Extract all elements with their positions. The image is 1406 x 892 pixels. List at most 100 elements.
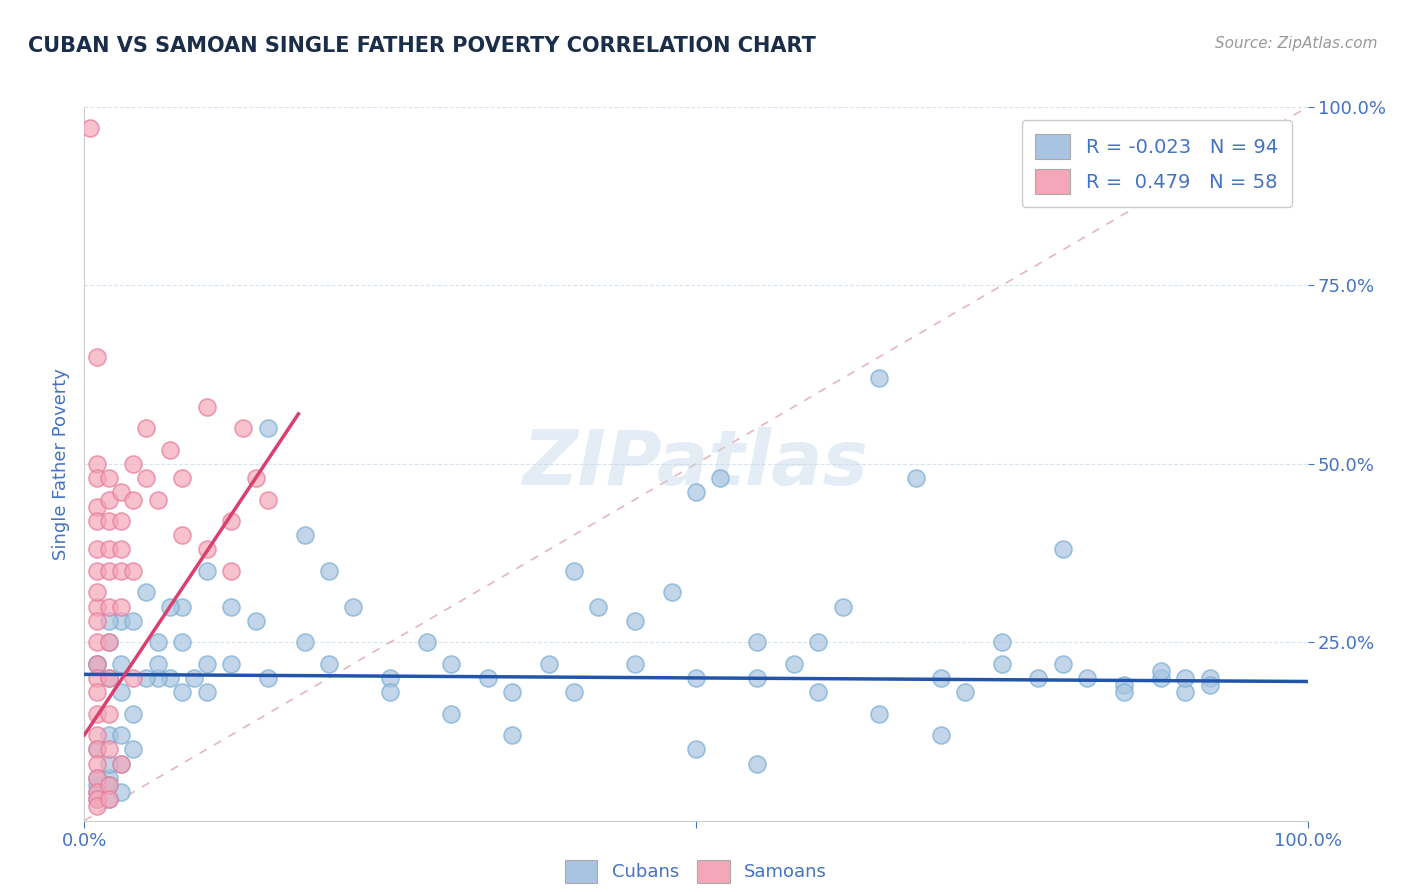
Point: [245, 614, 267, 628]
Point: [135, 421, 157, 435]
Point: [624, 614, 647, 628]
Point: [110, 514, 132, 528]
Point: [807, 635, 830, 649]
Point: [159, 671, 181, 685]
Point: [86, 657, 108, 671]
Point: [97, 756, 120, 771]
Point: [685, 671, 707, 685]
Point: [257, 492, 280, 507]
Point: [232, 421, 254, 435]
Point: [807, 685, 830, 699]
Point: [159, 599, 181, 614]
Point: [195, 657, 218, 671]
Point: [869, 706, 891, 721]
Point: [146, 657, 169, 671]
Y-axis label: Single Father Poverty: Single Father Poverty: [52, 368, 70, 560]
Point: [110, 785, 132, 799]
Point: [172, 635, 194, 649]
Point: [624, 657, 647, 671]
Point: [562, 685, 585, 699]
Point: [86, 799, 108, 814]
Point: [86, 778, 108, 792]
Point: [135, 585, 157, 599]
Point: [501, 728, 523, 742]
Point: [110, 657, 132, 671]
Point: [183, 671, 205, 685]
Point: [86, 756, 108, 771]
Point: [110, 542, 132, 557]
Point: [172, 685, 194, 699]
Point: [245, 471, 267, 485]
Point: [122, 742, 145, 756]
Point: [110, 599, 132, 614]
Point: [86, 471, 108, 485]
Point: [172, 528, 194, 542]
Point: [86, 635, 108, 649]
Point: [110, 756, 132, 771]
Point: [97, 514, 120, 528]
Point: [586, 599, 609, 614]
Point: [97, 742, 120, 756]
Point: [110, 685, 132, 699]
Text: ZIPatlas: ZIPatlas: [523, 427, 869, 500]
Point: [97, 635, 120, 649]
Point: [86, 564, 108, 578]
Point: [86, 657, 108, 671]
Point: [135, 471, 157, 485]
Point: [110, 728, 132, 742]
Point: [86, 771, 108, 785]
Point: [294, 528, 316, 542]
Point: [86, 785, 108, 799]
Point: [195, 542, 218, 557]
Point: [538, 657, 561, 671]
Point: [97, 492, 120, 507]
Legend: Cubans, Samoans: Cubans, Samoans: [558, 853, 834, 890]
Point: [86, 742, 108, 756]
Point: [110, 614, 132, 628]
Point: [146, 492, 169, 507]
Point: [122, 564, 145, 578]
Point: [380, 685, 402, 699]
Point: [747, 671, 769, 685]
Point: [477, 671, 499, 685]
Point: [990, 635, 1012, 649]
Point: [97, 599, 120, 614]
Point: [219, 514, 242, 528]
Point: [685, 485, 707, 500]
Point: [747, 756, 769, 771]
Point: [318, 657, 340, 671]
Point: [257, 671, 280, 685]
Point: [1174, 685, 1197, 699]
Point: [97, 614, 120, 628]
Point: [86, 728, 108, 742]
Point: [86, 706, 108, 721]
Point: [440, 706, 463, 721]
Point: [318, 564, 340, 578]
Point: [159, 442, 181, 457]
Point: [86, 671, 108, 685]
Point: [79, 121, 101, 136]
Point: [562, 564, 585, 578]
Point: [97, 792, 120, 806]
Point: [86, 500, 108, 514]
Point: [97, 728, 120, 742]
Point: [380, 671, 402, 685]
Point: [86, 350, 108, 364]
Point: [661, 585, 683, 599]
Point: [86, 785, 108, 799]
Point: [440, 657, 463, 671]
Point: [86, 514, 108, 528]
Point: [1076, 671, 1098, 685]
Point: [122, 457, 145, 471]
Point: [1052, 657, 1074, 671]
Point: [97, 671, 120, 685]
Point: [97, 706, 120, 721]
Point: [195, 564, 218, 578]
Point: [929, 671, 952, 685]
Point: [86, 792, 108, 806]
Point: [122, 614, 145, 628]
Point: [86, 542, 108, 557]
Point: [747, 635, 769, 649]
Point: [86, 585, 108, 599]
Point: [869, 371, 891, 385]
